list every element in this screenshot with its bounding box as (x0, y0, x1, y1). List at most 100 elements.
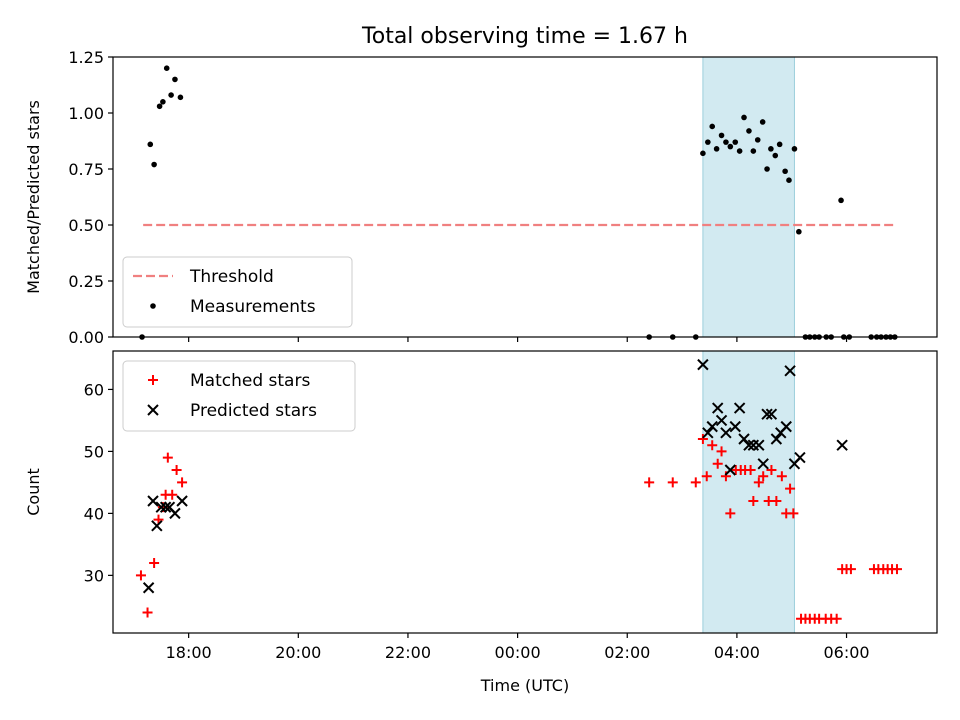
highlight-span (702, 56, 795, 338)
measurement-point (156, 103, 163, 110)
matched-stars-point (177, 477, 188, 488)
predicted-stars-point (169, 507, 181, 520)
legend-matched-swatch (148, 375, 158, 385)
legend-predicted-swatch (147, 404, 159, 416)
predicted-stars-point (724, 464, 737, 476)
chart-title: Total observing time = 1.67 h (361, 24, 688, 49)
predicted-stars-point (142, 582, 155, 594)
measurement-point (147, 141, 154, 148)
axes-frame (112, 56, 938, 338)
measurement-point (838, 197, 844, 204)
measurement-point (163, 65, 170, 71)
matched-stars-point (644, 477, 655, 488)
y-axis-label: Count (24, 468, 43, 516)
predicted-stars-point (753, 439, 765, 451)
measurement-point (786, 177, 792, 183)
measurement-point (718, 132, 725, 139)
matched-stars-point (716, 446, 727, 457)
measurement-point (160, 99, 166, 105)
predicted-stars-point (836, 439, 848, 451)
highlight-span (702, 350, 795, 634)
measurement-point (750, 148, 757, 154)
predicted-stars-point (715, 414, 728, 427)
measurement-point (151, 161, 157, 168)
matched-stars-point (690, 477, 701, 488)
top-panel-ratio: 0.00 0.25 0.50 0.75 1.00 1.25 Matched/Predicte… (24, 48, 938, 347)
measurement-point (732, 139, 739, 145)
measurement-point (764, 166, 770, 172)
matched-stars-point (753, 477, 764, 488)
legend-label: Measurements (190, 297, 316, 317)
matched-stars-point (725, 508, 736, 519)
matched-stars-point (697, 434, 708, 445)
matched-stars-point (771, 495, 782, 506)
predicted-stars-point (765, 408, 778, 420)
legend: Matched stars Predicted stars (122, 360, 356, 432)
x-tick-label: 06:00 (823, 643, 869, 662)
matched-stars-point (135, 570, 146, 581)
x-axis-label: Time (UTC) (480, 676, 569, 695)
predicted-stars-point (780, 420, 792, 433)
y-tick-label: 50 (84, 442, 104, 461)
y-tick-label: 30 (84, 566, 104, 585)
measurement-point (172, 76, 178, 83)
predicted-stars-point (733, 402, 746, 414)
legend-box (122, 256, 353, 328)
legend-label: Threshold (189, 267, 274, 287)
matched-stars-point (831, 613, 842, 624)
matched-stars-point (720, 471, 731, 482)
predicted-stars-point (784, 365, 796, 377)
measurement-point (177, 94, 184, 101)
bottom-panel-count: 18:00 20:00 22:00 00:00 02:00 04:00 06:00 30 40 5… (24, 350, 938, 695)
measurement-point (782, 168, 788, 175)
measurement-point (713, 146, 720, 152)
matched-stars-point (745, 464, 756, 475)
y-tick-label: 0.75 (68, 160, 104, 179)
legend-box (122, 360, 356, 432)
measurement-point (727, 143, 734, 150)
matched-stars-point (707, 440, 718, 451)
matched-stars-point (845, 564, 856, 575)
measurement-point (746, 128, 752, 134)
matched-stars-point (891, 564, 902, 575)
predicted-stars-point (159, 501, 172, 513)
predicted-stars-point (770, 433, 783, 445)
legend-label: Matched stars (190, 371, 310, 391)
series-measurements (139, 65, 898, 340)
y-tick-label: 1.00 (68, 104, 104, 123)
matched-stars-point (171, 464, 182, 475)
x-tick-label: 04:00 (714, 643, 760, 662)
x-tick-label: 18:00 (166, 643, 212, 662)
matched-stars-point (142, 607, 153, 618)
predicted-stars-point (711, 402, 724, 414)
x-tick-label: 02:00 (604, 643, 650, 662)
predicted-stars-point (702, 427, 714, 439)
measurement-point (791, 146, 798, 152)
legend-measurement-swatch (150, 303, 156, 309)
series-matched-stars (135, 434, 902, 624)
measurement-point (754, 137, 761, 143)
legend-label: Predicted stars (190, 401, 317, 421)
x-tick-label: 22:00 (385, 643, 431, 662)
measurement-point (700, 150, 706, 157)
predicted-stars-point (151, 520, 163, 532)
matched-stars-point (766, 464, 777, 475)
measurement-point (772, 152, 779, 159)
predicted-stars-point (147, 495, 159, 507)
series-predicted-stars (142, 358, 848, 594)
measurement-point (723, 139, 729, 145)
y-tick-label: 0.50 (68, 216, 104, 235)
y-tick-label: 40 (84, 504, 104, 523)
matched-stars-point (748, 495, 759, 506)
measurement-point (741, 114, 747, 121)
matched-stars-point (701, 471, 712, 482)
predicted-stars-point (761, 408, 773, 420)
predicted-stars-point (697, 358, 709, 371)
y-tick-label: 1.25 (68, 48, 104, 67)
x-tick-label: 00:00 (495, 643, 541, 662)
measurement-point (796, 228, 802, 235)
matched-stars-point (167, 489, 178, 500)
predicted-stars-point (743, 439, 755, 451)
y-tick-label: 0.25 (68, 272, 104, 291)
